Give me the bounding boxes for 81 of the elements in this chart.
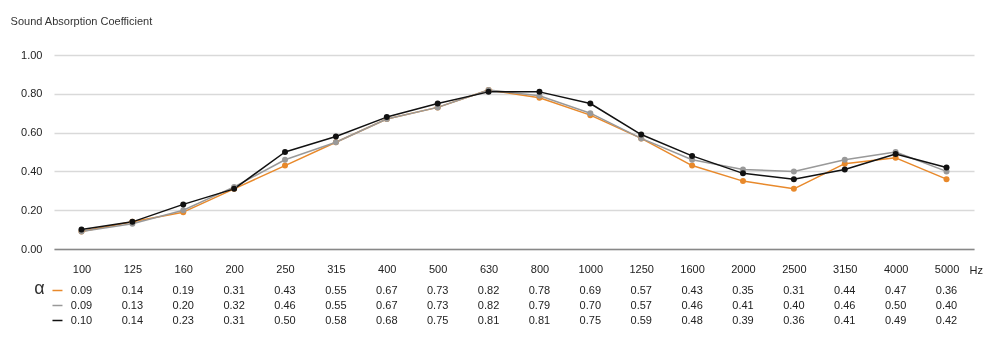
x-tick-label: 2000 (731, 262, 756, 275)
data-label: 0.36 (783, 313, 805, 326)
data-label: 0.31 (223, 313, 245, 326)
data-label: 0.73 (426, 298, 449, 311)
x-tick-label: 1000 (578, 262, 604, 275)
data-label: 0.67 (376, 283, 398, 296)
x-tick-label: 2500 (782, 262, 807, 275)
data-label: 0.81 (477, 313, 500, 326)
data-label: 0.20 (172, 298, 194, 311)
x-tick-label: 500 (428, 262, 448, 275)
data-label: 0.46 (274, 298, 296, 311)
data-label: 0.50 (274, 313, 296, 326)
data-label: 0.13 (121, 298, 144, 311)
y-tick-label: 1.00 (21, 48, 43, 61)
y-tick-label: 0.40 (21, 164, 43, 177)
x-tick-label: 250 (276, 262, 295, 275)
data-label: 0.10 (70, 313, 93, 326)
data-label: 0.14 (121, 283, 144, 296)
data-label: 0.69 (579, 283, 602, 296)
x-tick-label: 630 (479, 262, 499, 275)
data-label: 0.70 (579, 298, 602, 311)
data-label: 0.67 (376, 298, 398, 311)
data-label: 0.31 (223, 283, 245, 296)
data-label: 0.39 (732, 313, 754, 326)
x-tick-label: 4000 (883, 262, 909, 275)
data-label: 0.41 (834, 313, 856, 326)
x-tick-label: 5000 (934, 262, 960, 275)
x-tick-label: 315 (327, 262, 346, 275)
x-tick-label: 800 (530, 262, 550, 275)
data-label: 0.68 (376, 313, 398, 326)
data-label: 0.46 (834, 298, 856, 311)
data-label: 0.81 (528, 313, 551, 326)
data-label: 0.79 (528, 298, 551, 311)
data-label: 0.58 (325, 313, 347, 326)
data-label: 0.82 (477, 283, 500, 296)
data-label: 0.42 (935, 313, 958, 326)
data-label: 0.36 (935, 283, 958, 296)
data-label: 0.09 (70, 283, 93, 296)
x-tick-label: 200 (225, 262, 244, 275)
y-tick-label: 0.80 (21, 87, 43, 100)
data-label: 0.23 (172, 313, 194, 326)
data-label: 0.73 (426, 283, 449, 296)
x-tick-label: 1250 (629, 262, 654, 275)
y-tick-label: 0.60 (21, 126, 43, 139)
data-label: 0.75 (579, 313, 602, 326)
x-tick-label: 160 (174, 262, 193, 275)
data-label: 0.19 (172, 283, 194, 296)
data-label: 0.55 (325, 283, 347, 296)
legend-title: α (34, 277, 45, 298)
data-label: 0.78 (528, 283, 551, 296)
x-axis-title: Hz (969, 263, 983, 276)
x-tick-label: 400 (378, 262, 397, 275)
data-label: 0.82 (477, 298, 500, 311)
data-label: 0.35 (732, 283, 754, 296)
x-tick-label: 125 (123, 262, 143, 275)
data-label: 0.40 (783, 298, 805, 311)
data-label: 0.31 (783, 283, 805, 296)
y-tick-label: 0.00 (21, 242, 43, 255)
data-label: 0.57 (630, 283, 652, 296)
chart-title: Sound Absorption Coefficient (10, 15, 153, 27)
data-label: 0.49 (884, 313, 907, 326)
data-label: 0.43 (681, 283, 703, 296)
data-label: 0.41 (732, 298, 754, 311)
x-tick-label: 100 (72, 262, 92, 275)
data-label: 0.44 (834, 283, 856, 296)
y-tick-label: 0.20 (21, 203, 43, 216)
data-label: 0.55 (325, 298, 347, 311)
data-label: 0.43 (274, 283, 296, 296)
data-label: 0.14 (121, 313, 144, 326)
data-label: 0.57 (630, 298, 652, 311)
data-label: 0.40 (935, 298, 958, 311)
data-label: 0.50 (884, 298, 907, 311)
data-label: 0.09 (70, 298, 93, 311)
x-tick-label: 1600 (680, 262, 705, 275)
data-label: 0.47 (884, 283, 907, 296)
data-label: 0.59 (630, 313, 652, 326)
data-label: 0.32 (223, 298, 245, 311)
data-label: 0.48 (681, 313, 703, 326)
data-label: 0.46 (681, 298, 703, 311)
x-tick-label: 3150 (833, 262, 858, 275)
data-label: 0.75 (426, 313, 449, 326)
